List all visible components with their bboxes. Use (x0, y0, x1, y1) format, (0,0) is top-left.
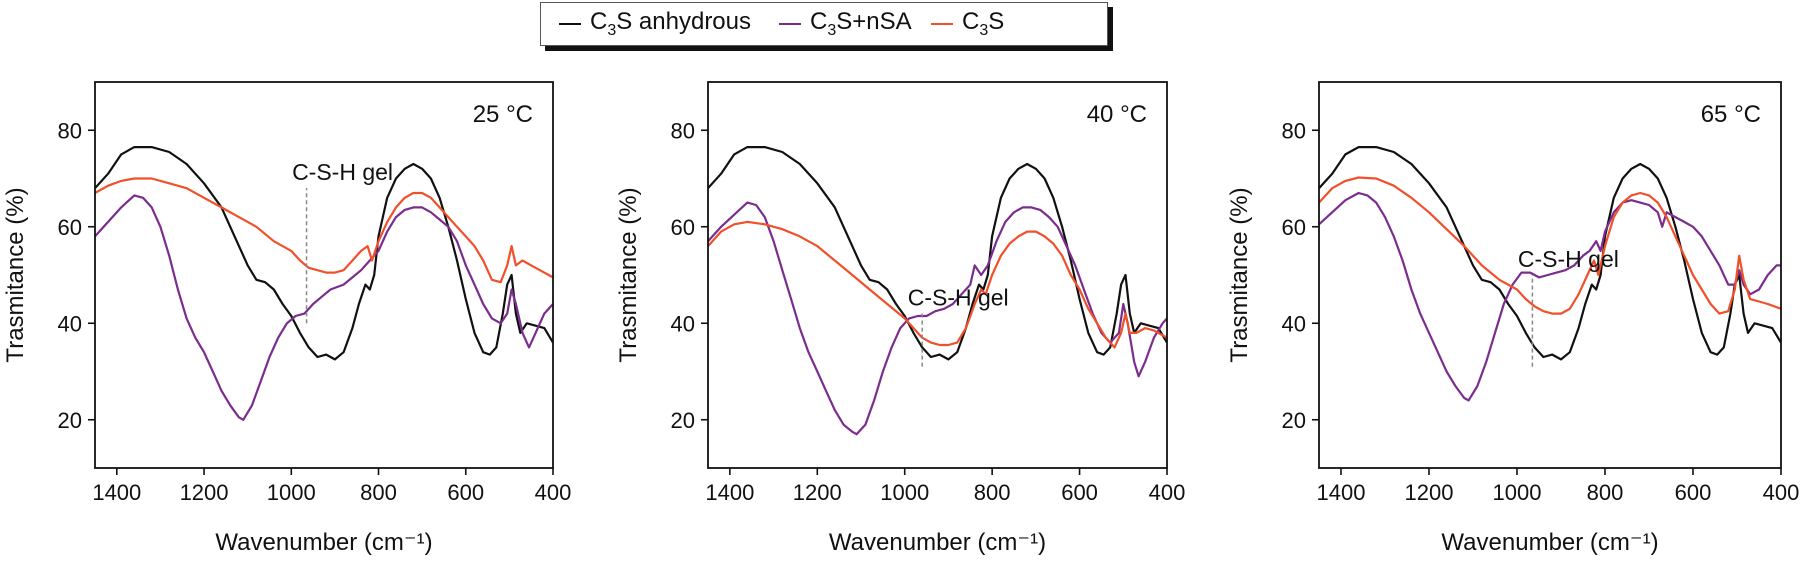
y-tick-label: 60 (58, 215, 82, 240)
plot-frame (1318, 81, 1782, 469)
chart-panel-3: C-S-H gel 1400 1200 1000 800 600 400 20 40 60 80 65… (1226, 81, 1800, 556)
y-tick-label: 60 (671, 215, 695, 240)
annotation-label: C-S-H gel (1518, 246, 1619, 272)
series-line-c3s (94, 177, 554, 284)
legend-item-c3s: C3S (931, 3, 1004, 45)
series-line-c3s-anhydrous (1318, 146, 1782, 361)
y-tick-label: 20 (671, 408, 695, 433)
legend-item-c3s-nsa: C3S+nSA (779, 3, 912, 45)
annotation-label: C-S-H gel (292, 159, 393, 185)
series-line-c3s-nsa (707, 201, 1168, 436)
series-line-c3s (707, 220, 1168, 349)
x-tick-label: 600 (1675, 480, 1712, 505)
x-tick-label: 1200 (793, 480, 842, 505)
legend: C3S anhydrous C3S+nSA C3S (540, 2, 1108, 46)
x-tick-label: 1400 (705, 480, 754, 505)
y-axis-label: Trasmitance (%) (615, 187, 642, 362)
y-axis-label: Trasmitance (%) (1226, 187, 1253, 362)
panel-title: 40 °C (1087, 101, 1147, 128)
series-line-c3s-nsa (1318, 191, 1781, 402)
y-tick-label: 40 (58, 311, 82, 336)
x-tick-label: 400 (1149, 480, 1186, 505)
legend-item-c3s-anhydrous: C3S anhydrous (559, 3, 751, 45)
x-tick-label: 1200 (1405, 480, 1454, 505)
x-tick-label: 1400 (92, 480, 141, 505)
x-tick-label: 600 (447, 480, 484, 505)
x-tick-label: 1200 (180, 480, 229, 505)
y-tick-label: 40 (1282, 311, 1306, 336)
y-tick-label: 60 (1282, 215, 1306, 240)
x-tick-label: 400 (1763, 480, 1800, 505)
series-line-c3s (1318, 176, 1782, 315)
x-tick-label: 800 (360, 480, 397, 505)
x-tick-label: 1000 (880, 480, 929, 505)
chart-panel-1: C-S-H gel 1400 1200 1000 800 600 400 20 40 60 80 25… (2, 81, 572, 556)
x-tick-label: 1000 (1493, 480, 1542, 505)
chart-panel-2: C-S-H gel 1400 1200 1000 800 600 400 20 40 60 80 40… (615, 81, 1186, 556)
series-line-c3s-nsa (94, 194, 554, 421)
series-line-c3s-anhydrous (707, 146, 1168, 361)
x-tick-label: 600 (1061, 480, 1098, 505)
x-tick-label: 800 (974, 480, 1011, 505)
legend-swatch (559, 23, 581, 25)
y-tick-label: 80 (671, 118, 695, 143)
x-tick-label: 400 (535, 480, 572, 505)
plot-frame (707, 81, 1168, 469)
x-tick-label: 1400 (1317, 480, 1366, 505)
legend-label: C3S+nSA (810, 8, 912, 39)
legend-swatch (931, 23, 953, 25)
x-axis-label: Wavenumber (cm⁻¹) (829, 529, 1046, 556)
x-tick-label: 1000 (267, 480, 316, 505)
legend-label: C3S anhydrous (590, 8, 752, 39)
y-tick-label: 80 (1282, 118, 1306, 143)
plot-frame (94, 81, 554, 469)
x-axis-label: Wavenumber (cm⁻¹) (1441, 529, 1658, 556)
annotation-label: C-S-H gel (908, 285, 1009, 311)
y-tick-label: 40 (671, 311, 695, 336)
panel-title: 65 °C (1701, 101, 1761, 128)
y-axis-label: Trasmitance (%) (2, 187, 29, 362)
x-axis-label: Wavenumber (cm⁻¹) (215, 529, 432, 556)
legend-swatch (779, 23, 801, 25)
y-tick-label: 20 (1282, 408, 1306, 433)
legend-label: C3S (962, 8, 1005, 39)
x-tick-label: 800 (1587, 480, 1624, 505)
series-line-c3s-anhydrous (94, 146, 554, 361)
panel-title: 25 °C (473, 101, 533, 128)
y-tick-label: 20 (58, 408, 82, 433)
y-tick-label: 80 (58, 118, 82, 143)
